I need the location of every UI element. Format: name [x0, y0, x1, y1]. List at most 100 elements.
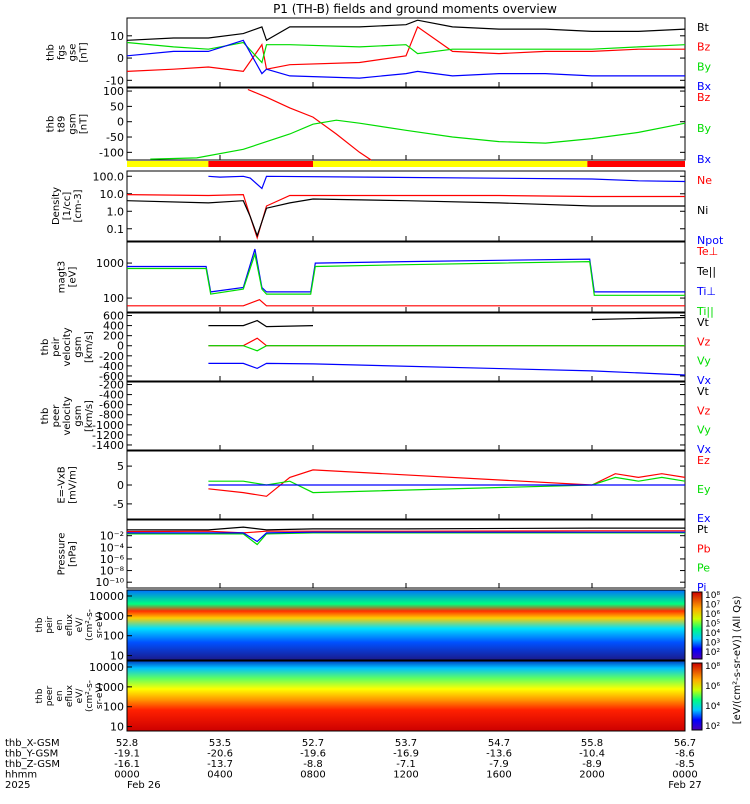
ephemeris-value: -20.6: [207, 749, 233, 760]
legend-Ez: Ez: [697, 454, 710, 467]
ephemeris-value: 52.8: [116, 738, 138, 749]
year-label: 2025: [5, 780, 30, 791]
ephemeris-value: 52.7: [302, 738, 324, 749]
ephemeris-value: 0000: [672, 770, 697, 781]
y-axis-label: en: [55, 619, 65, 630]
colorbar-tick-label: 10⁴: [705, 702, 720, 712]
y-tick-label: 1000: [96, 681, 124, 694]
legend-Vx: Vx: [697, 443, 712, 456]
y-axis-label: [km/s]: [84, 400, 95, 432]
legend-Pe: Pe: [697, 562, 710, 575]
y-axis-label: gsm: [68, 113, 79, 134]
colorbar-label: [eV/(cm²-s-sr-eV)] (All Qs): [732, 596, 743, 725]
colorbar-tick-label: 10⁴: [705, 629, 720, 639]
panel-density: 0.1 1.0 10.0 100.0 Density [1/cc] [cm-3] Ne Ni Np…: [51, 170, 724, 247]
y-axis-label: [km/s]: [84, 331, 95, 363]
legend-Bz: Bz: [697, 41, 711, 54]
colorbar-tick-label: 10⁶: [705, 682, 720, 692]
legend-Pi: Pi: [697, 581, 706, 594]
y-axis-label: fgs: [57, 45, 68, 60]
colorbar: 10⁸10⁷10⁶10⁵10⁴10³10²10⁸10⁶10⁴10²[eV/(cm…: [691, 591, 743, 732]
series-Bx: [126, 39, 685, 79]
y-tick-label: 1000: [96, 257, 124, 270]
y-tick-label: 10⁻¹⁰: [95, 576, 124, 589]
y-axis-label: [nPa]: [68, 541, 79, 567]
y-tick-label: 400: [103, 320, 124, 333]
y-tick-label: 0: [117, 116, 124, 129]
series-Bz: [126, 25, 685, 73]
y-axis-label: E=-VxB: [57, 466, 68, 503]
y-tick-label: 10: [110, 650, 124, 663]
y-axis-label: eflux: [65, 613, 75, 636]
series-Ni: [126, 198, 685, 238]
legend-By: By: [697, 122, 712, 135]
series-Vt2: [591, 316, 686, 321]
y-tick-label: 0: [117, 52, 124, 65]
series-By: [150, 119, 686, 160]
plot-title: P1 (TH-B) fields and ground moments over…: [273, 2, 557, 16]
y-tick-label: -200: [99, 379, 124, 392]
y-tick-label: -100: [99, 146, 124, 159]
series-Te⊥: [127, 299, 685, 307]
colorbar-tick-label: 10⁸: [705, 662, 720, 672]
spectrogram-fill: [127, 661, 685, 731]
y-tick-label: 50: [110, 100, 124, 113]
y-tick-label: -1200: [92, 429, 124, 442]
y-tick-label: 10: [110, 721, 124, 734]
y-axis-label: peir: [45, 616, 55, 634]
y-axis-label: [1/cc]: [62, 192, 73, 221]
y-tick-label: 0: [117, 340, 124, 353]
y-axis-label: gse: [68, 44, 79, 62]
y-axis-label: sr-eV): [95, 612, 105, 638]
legend-Ti⊥: Ti⊥: [696, 285, 716, 298]
series-Pi: [127, 531, 685, 543]
date-end-label: Feb 27: [668, 780, 702, 791]
y-tick-label: -600: [99, 370, 124, 383]
y-axis-label: Density: [51, 187, 62, 225]
panel-frame: [126, 17, 686, 88]
spectrogram-peer_en: 10 100 1000 10000 thb peer en eflux eV/(cm²-s-sr…: [35, 660, 686, 734]
y-tick-label: -400: [99, 389, 124, 402]
series-Vx: [208, 362, 686, 376]
legend-Bx: Bx: [697, 80, 712, 93]
ephemeris-value: -7.1: [396, 759, 416, 770]
ephemeris-row-label: thb_Z-GSM: [5, 759, 60, 770]
ephemeris-value: 55.8: [581, 738, 603, 749]
ephemeris-value: -8.6: [675, 749, 695, 760]
y-tick-label: 0: [117, 479, 124, 492]
panel-frame: [126, 87, 686, 161]
y-axis-label: [nT]: [79, 42, 90, 62]
ephemeris-value: 56.7: [674, 738, 696, 749]
colorbar-tick-label: 10⁶: [705, 610, 720, 620]
panel-fgs: -10 0 10 thb fgs gse [nT] Bt Bz By Bx: [46, 17, 712, 93]
y-axis-label: peir: [51, 336, 62, 356]
y-axis-label: eV/: [75, 688, 85, 704]
ephemeris-value: 0400: [207, 770, 232, 781]
y-axis-label: thb: [46, 44, 57, 61]
panel-frame: [126, 381, 686, 451]
ephemeris-value: 1200: [393, 770, 418, 781]
series-Ti⊥: [127, 248, 685, 293]
colorbar-tick-label: 10³: [705, 639, 720, 649]
y-axis-label: [eV]: [68, 267, 79, 288]
colorbar-tick-label: 10⁷: [705, 601, 720, 611]
legend-Bx: Bx: [697, 153, 712, 166]
y-tick-label: 600: [103, 310, 124, 323]
region-segment: [587, 161, 685, 167]
y-tick-label: 100: [103, 701, 124, 714]
y-axis-label: gsm: [73, 336, 84, 357]
spectrogram-frame: [126, 660, 686, 732]
ephemeris-value: 0800: [300, 770, 325, 781]
y-axis-label: peer: [45, 685, 55, 706]
y-tick-label: 10000: [89, 661, 124, 674]
y-tick-label: -1400: [92, 439, 124, 452]
y-tick-label: 100: [103, 630, 124, 643]
series-Ti||: [127, 251, 685, 296]
legend-Vy: Vy: [697, 355, 711, 368]
legend-Pt: Pt: [697, 523, 709, 536]
legend-Pb: Pb: [697, 542, 711, 555]
legend-Ex: Ex: [697, 512, 711, 525]
legend-By: By: [697, 60, 712, 73]
ephemeris-row-label: thb_Y-GSM: [5, 749, 58, 760]
